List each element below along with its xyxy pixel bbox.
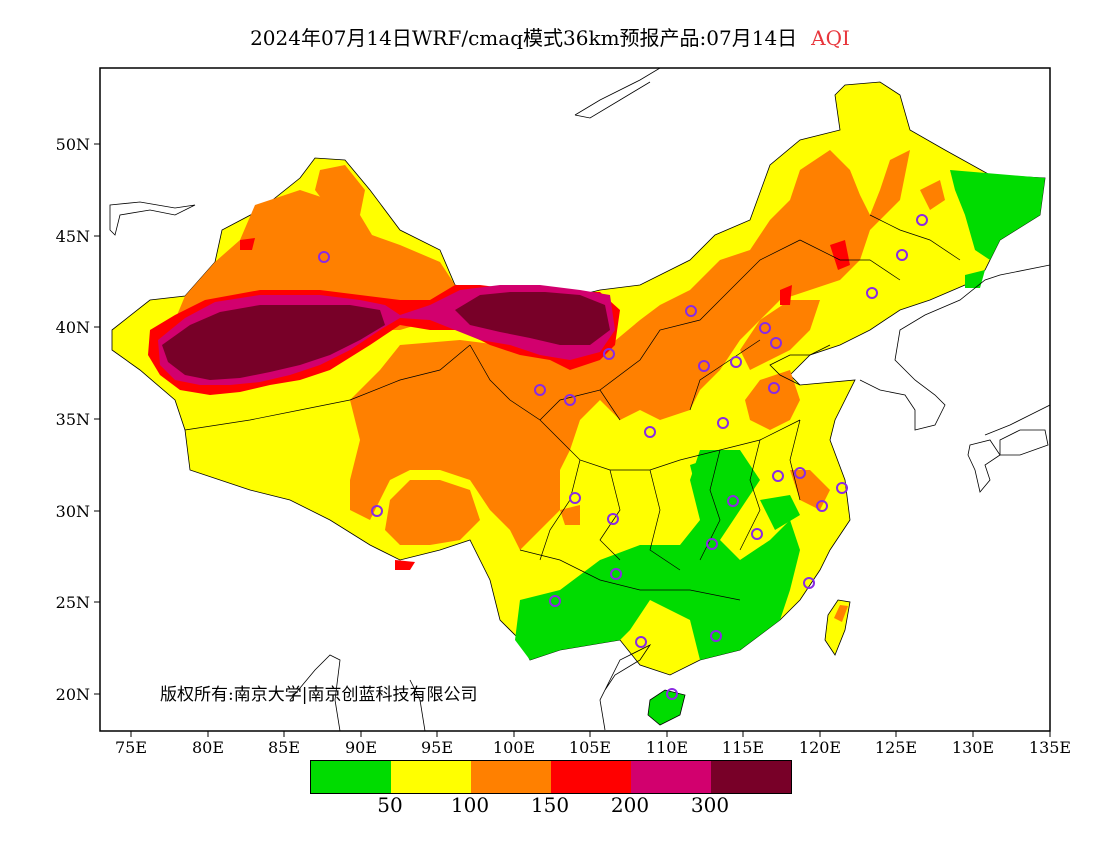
- x-tick-label: 85E: [268, 738, 300, 757]
- x-tick-label: 125E: [875, 738, 917, 757]
- title-variable: AQI: [811, 26, 850, 50]
- y-tick-label: 50N: [56, 135, 90, 154]
- x-tick-label: 120E: [799, 738, 841, 757]
- legend-label: 200: [610, 793, 650, 817]
- legend-swatch: [311, 761, 391, 793]
- foreign-coastlines: [109, 68, 1050, 731]
- station-markers: [318, 214, 928, 700]
- x-axis: 75E 80E 85E 90E 95E 100E 105E 110E 115E …: [115, 731, 1071, 757]
- x-tick-label: 95E: [421, 738, 453, 757]
- map-title: 2024年07月14日WRF/cmaq模式36km预报产品:07月14日 AQI: [0, 22, 1100, 51]
- y-tick-label: 35N: [56, 410, 90, 429]
- y-tick-label: 45N: [56, 227, 90, 246]
- legend-label: 150: [530, 793, 570, 817]
- x-tick-label: 115E: [722, 738, 764, 757]
- y-tick-label: 20N: [56, 685, 90, 704]
- map-frame: [99, 67, 1051, 732]
- legend-swatch: [471, 761, 551, 793]
- legend-labels: 50 100 150 200 300: [0, 793, 1100, 821]
- title-main: 2024年07月14日WRF/cmaq模式36km预报产品:07月14日: [250, 26, 798, 50]
- y-tick-label: 40N: [56, 318, 90, 337]
- y-tick-label: 25N: [56, 593, 90, 612]
- copyright-notice: 版权所有:南京大学|南京创蓝科技有限公司: [160, 685, 478, 705]
- y-tick-label: 30N: [56, 502, 90, 521]
- x-tick-label: 135E: [1029, 738, 1071, 757]
- legend-label: 100: [450, 793, 490, 817]
- legend-swatch: [551, 761, 631, 793]
- y-axis: 50N 45N 40N 35N 30N 25N 20N: [56, 135, 100, 704]
- x-tick-label: 75E: [115, 738, 147, 757]
- province-borders: [184, 214, 961, 601]
- legend-swatch: [711, 761, 791, 793]
- legend-label: 50: [377, 793, 403, 817]
- aqi-hazardous-zones: [162, 292, 610, 380]
- legend-swatch: [391, 761, 471, 793]
- x-tick-label: 100E: [493, 738, 535, 757]
- x-tick-label: 110E: [646, 738, 688, 757]
- x-tick-label: 80E: [192, 738, 224, 757]
- color-legend: [310, 760, 792, 794]
- x-tick-label: 105E: [569, 738, 611, 757]
- aqi-map: 75E 80E 85E 90E 95E 100E 105E 110E 115E …: [56, 67, 1071, 757]
- x-tick-label: 90E: [345, 738, 377, 757]
- hainan-island: [647, 689, 686, 726]
- legend-swatch: [631, 761, 711, 793]
- legend-label: 300: [690, 793, 730, 817]
- x-tick-label: 130E: [952, 738, 994, 757]
